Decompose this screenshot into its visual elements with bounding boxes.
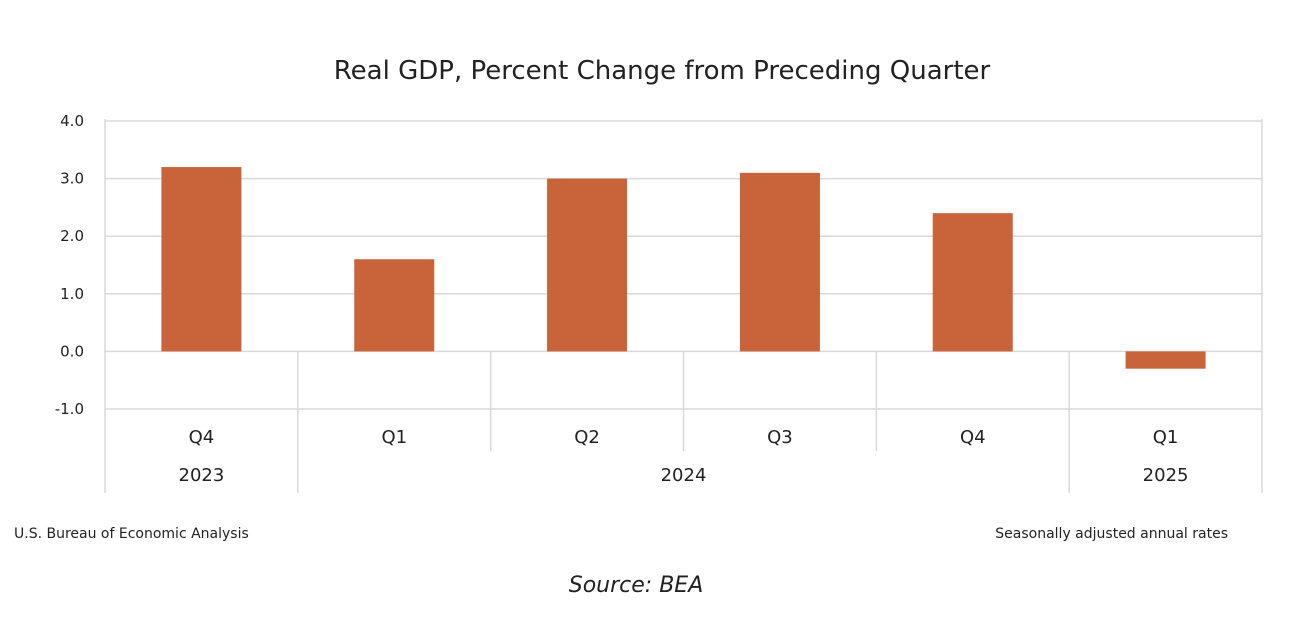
- bars: [161, 167, 1206, 369]
- x-tick-label: Q2: [574, 427, 600, 448]
- x-tick-label: Q4: [189, 427, 215, 448]
- y-axis-ticks: 4.0 3.0 2.0 1.0 0.0 -1.0: [55, 112, 84, 418]
- bar: [1125, 351, 1206, 369]
- left-footer-note: U.S. Bureau of Economic Analysis: [14, 526, 249, 542]
- bar: [932, 213, 1013, 352]
- y-tick-label: -1.0: [55, 400, 84, 418]
- year-group-label: 2024: [661, 465, 707, 486]
- year-group-label: 2025: [1143, 465, 1189, 486]
- right-footer-note: Seasonally adjusted annual rates: [995, 526, 1228, 542]
- bar: [547, 178, 628, 352]
- y-tick-label: 2.0: [60, 227, 84, 245]
- y-tick-label: 0.0: [60, 342, 84, 360]
- year-group-label: 2023: [179, 465, 225, 486]
- x-tick-label: Q3: [767, 427, 793, 448]
- y-tick-label: 3.0: [60, 170, 84, 188]
- chart-title: Real GDP, Percent Change from Preceding …: [334, 56, 991, 86]
- x-axis: Q4 Q1 Q2 Q3 Q4 Q1 2023 2024 2025: [104, 119, 1263, 493]
- bar: [739, 172, 820, 352]
- y-tick-label: 4.0: [60, 112, 84, 130]
- x-tick-label: Q1: [381, 427, 407, 448]
- x-tick-label: Q4: [960, 427, 986, 448]
- x-tick-label: Q1: [1153, 427, 1179, 448]
- source-caption: Source: BEA: [569, 573, 704, 598]
- y-tick-label: 1.0: [60, 285, 84, 303]
- bar: [354, 259, 435, 352]
- bar: [161, 167, 242, 352]
